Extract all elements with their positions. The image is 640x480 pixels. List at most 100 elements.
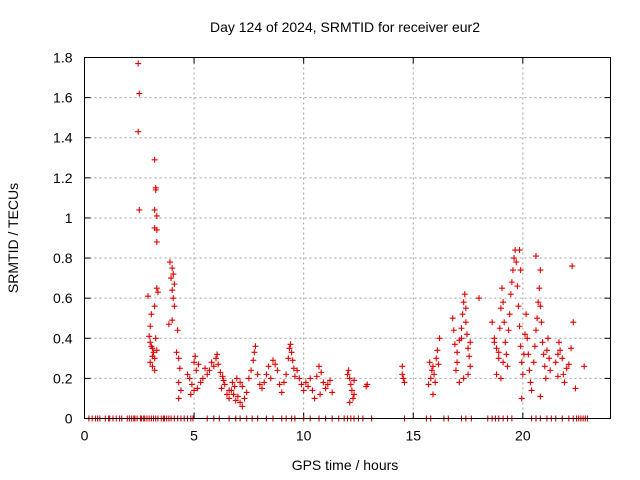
data-point [152,186,159,193]
data-point [221,381,228,388]
data-point [454,359,461,366]
data-point [547,367,554,374]
data-point [289,357,296,364]
data-point [245,375,252,382]
data-point [511,255,518,262]
data-point [229,379,236,386]
data-point [226,387,233,394]
data-point [148,311,155,318]
data-point [237,399,244,406]
data-point [504,363,511,370]
data-point [515,303,522,310]
data-point [326,377,333,384]
data-point [169,265,176,272]
data-point [560,371,567,378]
data-point [135,128,142,135]
data-point [449,315,456,322]
data-point [462,305,469,312]
data-point [568,345,575,352]
data-point [493,345,500,352]
data-point [349,395,356,402]
data-point [309,387,316,394]
data-point [456,379,463,386]
data-point [151,367,158,374]
data-point [552,359,559,366]
data-point [165,321,172,328]
data-point [184,371,191,378]
data-point [516,247,523,254]
data-point [517,267,524,274]
data-point [436,335,443,342]
data-point [532,327,539,334]
data-point [557,347,564,354]
data-point [505,327,512,334]
data-point [496,325,503,332]
data-point [347,381,354,388]
data-point [563,365,570,372]
data-point [283,371,290,378]
data-point [465,371,472,378]
data-point [278,389,285,396]
data-point [151,206,158,213]
data-point [463,331,470,338]
data-point [508,279,515,286]
data-point [351,391,358,398]
data-point [426,359,433,366]
data-point [233,375,240,382]
data-point [219,373,226,380]
data-point [290,365,297,372]
data-point [572,385,579,392]
data-point [527,379,534,386]
data-point [307,375,314,382]
plot-frame [84,57,611,419]
data-point [514,283,521,290]
data-point [320,379,327,386]
data-point [451,341,458,348]
data-point [294,367,301,374]
data-point [401,379,408,386]
data-point [431,371,438,378]
data-point [243,389,250,396]
data-point [497,305,504,312]
data-point [539,339,546,346]
y-tick-label: 1.6 [53,90,73,106]
data-point [175,355,182,362]
data-point [217,369,224,376]
data-point [220,377,227,384]
data-point [197,379,204,386]
data-point [259,385,266,392]
data-point [570,319,577,326]
data-point [226,395,233,402]
data-point [231,383,238,390]
data-point [428,367,435,374]
data-point [458,335,465,342]
data-point [502,339,509,346]
x-tick-label: 5 [190,428,198,444]
data-point [433,355,440,362]
data-point [300,387,307,394]
data-point [171,281,178,288]
data-point [169,287,176,294]
data-point [503,351,510,358]
data-point [272,361,279,368]
data-point [318,369,325,376]
data-point [507,291,514,298]
data-point [313,373,320,380]
data-point [518,359,525,366]
data-point [500,299,507,306]
data-point [286,345,293,352]
y-tick-label: 0.2 [53,370,73,386]
data-point [147,339,154,346]
data-point [150,349,157,356]
data-point [538,319,545,326]
data-point [234,393,241,400]
data-point [254,371,261,378]
data-point [432,379,439,386]
data-point [251,349,258,356]
data-point [171,303,178,310]
data-point [230,391,237,398]
data-point [534,315,541,322]
data-point [191,387,198,394]
data-point [145,293,152,300]
